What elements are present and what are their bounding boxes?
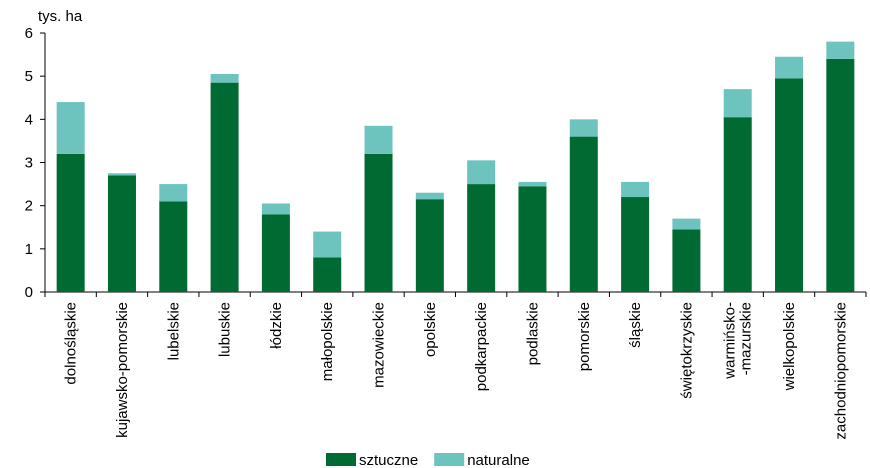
x-tick-label: świętokrzyskie xyxy=(678,302,695,399)
x-tick-label: małopolskie xyxy=(319,302,336,381)
bar-segment xyxy=(467,184,496,292)
bar-segment xyxy=(518,181,547,187)
bar-segment xyxy=(723,117,752,292)
x-tick-label: kujawsko-pomorskie xyxy=(114,302,131,438)
bar-segment xyxy=(313,231,342,258)
bar-segment xyxy=(621,181,650,198)
bar-segment xyxy=(107,175,136,292)
bar-segment xyxy=(672,229,701,292)
y-axis-label: tys. ha xyxy=(38,8,83,25)
y-tick-label: 2 xyxy=(25,198,33,215)
bar-segment xyxy=(56,153,85,292)
bar-segment xyxy=(415,192,444,200)
bar-segment xyxy=(518,186,547,292)
y-tick-label: 3 xyxy=(25,155,33,172)
x-tick-label: pomorskie xyxy=(576,302,593,371)
legend-label: sztuczne xyxy=(359,452,418,468)
bar-segment xyxy=(210,74,239,83)
y-tick-label: 5 xyxy=(25,68,33,85)
bar-segment xyxy=(107,173,136,176)
x-tick-label: lubelskie xyxy=(165,302,182,360)
y-tick-label: 4 xyxy=(25,111,33,128)
bar-segment xyxy=(672,218,701,230)
bar-segment xyxy=(569,119,598,137)
x-tick-label: wielkopolskie xyxy=(781,302,798,391)
legend-swatch xyxy=(326,453,356,466)
x-tick-label: łódzkie xyxy=(268,302,285,349)
x-tick-label: warmińsko--mazurskie xyxy=(722,302,755,380)
bar-segment xyxy=(364,125,393,154)
x-tick-label: podkarpackie xyxy=(473,302,490,391)
bar-segment xyxy=(261,203,290,215)
bar-segment xyxy=(261,214,290,292)
bar-segment xyxy=(621,197,650,292)
bar-segment xyxy=(364,153,393,292)
bar-segment xyxy=(159,184,188,202)
y-tick-label: 6 xyxy=(25,25,33,42)
bar-segment xyxy=(415,199,444,292)
legend-label: naturalne xyxy=(467,452,530,468)
x-tick-label: dolnośląskie xyxy=(63,302,80,385)
x-tick-label: lubuskie xyxy=(217,302,234,357)
bar-segment xyxy=(56,102,85,154)
bar-segment xyxy=(826,41,855,59)
bar-segment xyxy=(210,82,239,293)
legend-swatch xyxy=(434,453,465,466)
bar-segment xyxy=(723,89,752,118)
bar-segment xyxy=(775,56,804,79)
bar-segment xyxy=(313,257,342,292)
y-tick-label: 0 xyxy=(25,284,33,301)
bar-segment xyxy=(826,58,855,293)
bar-segment xyxy=(467,160,496,185)
x-tick-label: śląskie xyxy=(627,302,644,348)
bar-segment xyxy=(159,201,188,292)
x-tick-label: podlaskie xyxy=(524,302,541,365)
y-tick-label: 1 xyxy=(25,241,33,258)
x-tick-label: mazowieckie xyxy=(371,302,388,388)
bar-segment xyxy=(569,136,598,292)
bar-segment xyxy=(775,78,804,292)
x-tick-label: opolskie xyxy=(422,302,439,357)
x-tick-label: zachodniopomorskie xyxy=(832,302,849,440)
